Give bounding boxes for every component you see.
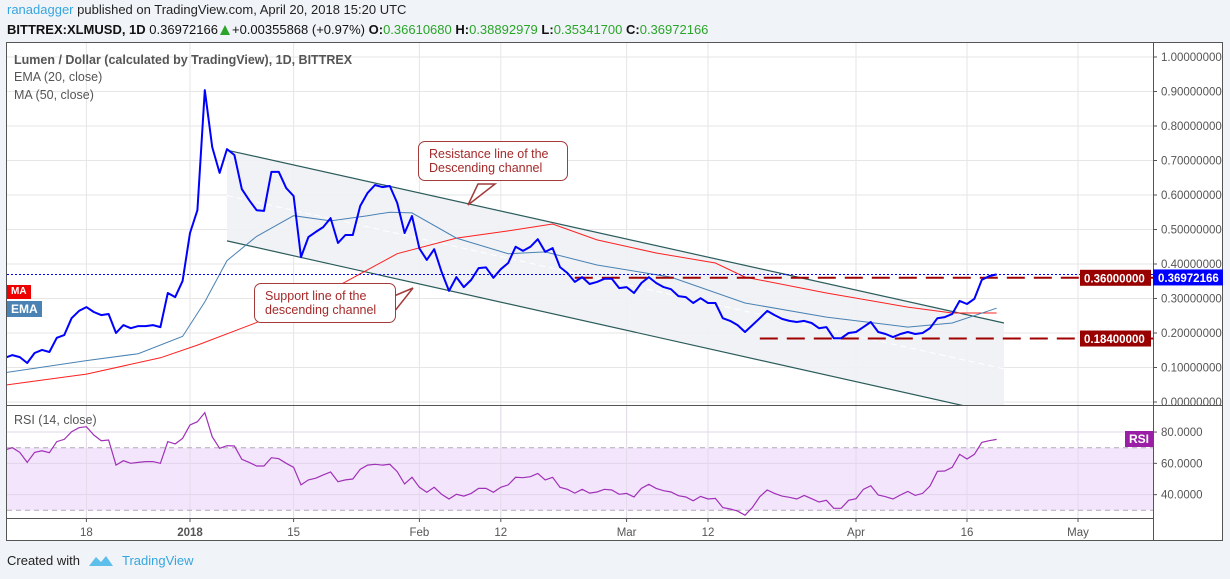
support-callout[interactable]: Support line of the descending channel <box>254 283 396 323</box>
legend-title: Lumen / Dollar (calculated by TradingVie… <box>14 53 353 67</box>
low-label: L: <box>541 22 554 37</box>
rsi-line[interactable] <box>5 411 997 516</box>
tradingview-link[interactable]: TradingView <box>121 553 194 568</box>
y-tick-label: 0.90000000 <box>1161 87 1222 99</box>
x-tick-label: 16 <box>961 527 974 539</box>
x-tick-label: 15 <box>287 527 300 539</box>
x-tick-label: 2018 <box>177 527 203 539</box>
x-tick-label: 12 <box>702 527 715 539</box>
rsi-badge: RSI <box>1125 431 1154 447</box>
grid <box>7 43 1153 518</box>
y-tick-label: 0.60000000 <box>1161 190 1222 202</box>
open-value: 0.36610680 <box>383 22 452 37</box>
published-text: published on TradingView.com, April 20, … <box>77 2 407 17</box>
x-tick-label: 12 <box>494 527 507 539</box>
legend-ma[interactable]: MA (50, close) <box>14 88 94 102</box>
price-pane[interactable] <box>5 89 1153 415</box>
y-tick-label: 0.80000000 <box>1161 121 1222 133</box>
price-tag-level <box>1080 269 1151 286</box>
ema-badge: EMA <box>7 301 42 317</box>
created-with-text: Created with <box>7 553 80 568</box>
y-tick-label: 0.30000000 <box>1161 294 1222 306</box>
y-tick-label: 1.00000000 <box>1161 52 1222 64</box>
legend-rsi[interactable]: RSI (14, close) <box>14 413 97 427</box>
axes[interactable]: 18 2018 15 Feb 12 Mar 12 Apr 16 May 1.00000000 0.90… <box>80 52 1223 539</box>
resistance-callout[interactable]: Resistance line of the Descending channe… <box>418 141 568 181</box>
rsi-tick-label: 40.0000 <box>1161 490 1203 502</box>
price-change: +0.00355868 (+0.97%) <box>231 22 365 37</box>
publish-info: ranadagger published on TradingView.com,… <box>7 2 406 17</box>
ma-line[interactable] <box>5 223 997 386</box>
price-tag-level <box>1080 330 1151 347</box>
low-value: 0.35341700 <box>553 22 623 37</box>
high-label: H: <box>455 22 470 37</box>
price-tag-label: 0.36972166 <box>1158 273 1219 285</box>
high-value: 0.38892979 <box>469 22 538 37</box>
close-label: C: <box>626 22 640 37</box>
author-link[interactable]: ranadagger <box>7 2 74 17</box>
symbol-info: BITTREX:XLMUSD, 1D 0.36972166 +0.00355868… <box>7 22 708 37</box>
ema-line[interactable] <box>5 211 997 373</box>
x-tick-label: 18 <box>80 527 93 539</box>
x-tick-label: May <box>1067 527 1089 539</box>
tradingview-logo-icon[interactable] <box>88 554 114 568</box>
symbol: BITTREX:XLMUSD, 1D <box>7 22 146 37</box>
x-tick-label: Feb <box>409 527 429 539</box>
close-value: 0.36972166 <box>639 22 709 37</box>
rsi-pane[interactable] <box>5 406 1153 518</box>
ma-badge: MA <box>7 285 31 299</box>
open-label: O: <box>368 22 384 37</box>
triangle-up-icon <box>219 25 230 35</box>
price-tag-label: 0.18400000 <box>1084 334 1145 346</box>
x-tick-label: Apr <box>847 527 865 539</box>
price-line[interactable] <box>5 89 997 364</box>
y-tick-label: 0.10000000 <box>1161 363 1222 375</box>
rsi-tick-label: 60.0000 <box>1161 458 1203 470</box>
rsi-tick-label: 80.0000 <box>1161 427 1203 439</box>
y-tick-label: 0.40000000 <box>1161 259 1222 271</box>
rsi-band <box>7 447 1153 511</box>
y-tick-label: 0.20000000 <box>1161 328 1222 340</box>
price-tag-last <box>1153 269 1223 286</box>
y-tick-label: 0.70000000 <box>1161 156 1222 168</box>
price-tag-label: 0.36000000 <box>1084 273 1145 285</box>
y-tick-label: 0.50000000 <box>1161 225 1222 237</box>
legend-ema[interactable]: EMA (20, close) <box>14 70 103 84</box>
last-price: 0.36972166 <box>149 22 218 37</box>
channel-support-line[interactable] <box>226 240 1004 415</box>
channel-resistance-line[interactable] <box>226 149 1005 324</box>
x-tick-label: Mar <box>617 527 637 539</box>
y-tick-label: 0.00000000 <box>1161 397 1222 409</box>
footer: Created with TradingView <box>7 553 194 568</box>
